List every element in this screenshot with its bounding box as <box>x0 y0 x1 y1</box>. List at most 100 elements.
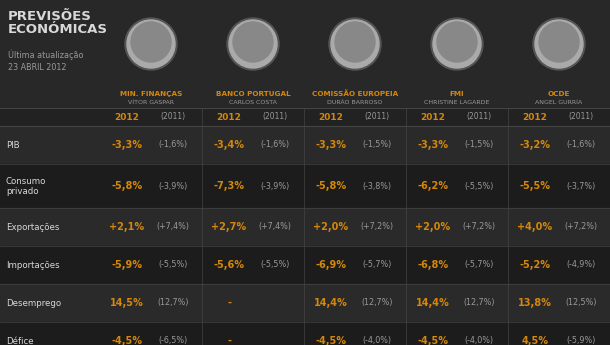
Text: -5,6%: -5,6% <box>214 260 245 270</box>
Text: (-4,9%): (-4,9%) <box>566 260 595 269</box>
Text: PREVISÕES: PREVISÕES <box>8 10 92 23</box>
Text: (-4,0%): (-4,0%) <box>464 336 493 345</box>
Circle shape <box>227 18 279 70</box>
Text: 2012: 2012 <box>420 112 445 121</box>
Text: (2011): (2011) <box>569 112 594 121</box>
Text: (-3,8%): (-3,8%) <box>362 181 392 190</box>
Bar <box>0 322 610 345</box>
Text: -5,9%: -5,9% <box>112 260 143 270</box>
Bar <box>0 208 610 246</box>
Text: (-5,5%): (-5,5%) <box>464 181 493 190</box>
Text: Última atualização
23 ABRIL 2012: Última atualização 23 ABRIL 2012 <box>8 49 84 72</box>
Text: (-3,9%): (-3,9%) <box>260 181 290 190</box>
Circle shape <box>533 18 585 70</box>
Text: -3,4%: -3,4% <box>214 140 245 150</box>
Text: Desemprego: Desemprego <box>6 298 61 307</box>
Text: -6,9%: -6,9% <box>315 260 346 270</box>
Text: VÍTOR GASPAR: VÍTOR GASPAR <box>128 100 174 106</box>
Text: ANGEL GURRÍA: ANGEL GURRÍA <box>536 100 583 106</box>
Text: (-1,6%): (-1,6%) <box>260 140 290 149</box>
Text: OCDE: OCDE <box>548 91 570 97</box>
Text: 13,8%: 13,8% <box>518 298 552 308</box>
Text: COMISSÃO EUROPEIA: COMISSÃO EUROPEIA <box>312 90 398 98</box>
Text: Exportações: Exportações <box>6 223 59 231</box>
Text: (2011): (2011) <box>262 112 287 121</box>
Text: CARLOS COSTA: CARLOS COSTA <box>229 100 277 106</box>
Bar <box>0 284 610 322</box>
Circle shape <box>331 20 379 68</box>
Bar <box>0 0 610 108</box>
Text: -3,3%: -3,3% <box>112 140 143 150</box>
Text: -6,8%: -6,8% <box>417 260 448 270</box>
Text: (-3,9%): (-3,9%) <box>159 181 188 190</box>
Text: FMI: FMI <box>450 91 464 97</box>
Text: (-6,5%): (-6,5%) <box>159 336 188 345</box>
Circle shape <box>433 20 481 68</box>
Text: (+7,4%): (+7,4%) <box>259 223 292 231</box>
Text: -6,2%: -6,2% <box>417 181 448 191</box>
Text: -3,3%: -3,3% <box>417 140 448 150</box>
Text: (-3,7%): (-3,7%) <box>566 181 595 190</box>
Text: Consumo: Consumo <box>6 177 46 186</box>
Text: -: - <box>227 298 231 308</box>
Text: 2012: 2012 <box>115 112 140 121</box>
Text: (-5,5%): (-5,5%) <box>159 260 188 269</box>
Text: +2,0%: +2,0% <box>415 222 451 232</box>
Text: (2011): (2011) <box>364 112 390 121</box>
Text: (12,7%): (12,7%) <box>361 298 393 307</box>
Text: 4,5%: 4,5% <box>522 336 548 345</box>
Text: ECONÓMICAS: ECONÓMICAS <box>8 23 108 36</box>
Text: Défice: Défice <box>6 336 34 345</box>
Text: DURÃO BARROSO: DURÃO BARROSO <box>328 100 382 106</box>
Text: (12,7%): (12,7%) <box>157 298 188 307</box>
Circle shape <box>229 20 277 68</box>
Text: -4,5%: -4,5% <box>315 336 346 345</box>
Text: (+7,2%): (+7,2%) <box>564 223 598 231</box>
Text: -5,2%: -5,2% <box>520 260 550 270</box>
Circle shape <box>127 20 175 68</box>
Text: (-1,6%): (-1,6%) <box>567 140 595 149</box>
Text: -3,3%: -3,3% <box>315 140 346 150</box>
Text: 2012: 2012 <box>523 112 547 121</box>
Text: BANCO PORTUGAL: BANCO PORTUGAL <box>216 91 290 97</box>
Text: (2011): (2011) <box>467 112 492 121</box>
Text: (-5,7%): (-5,7%) <box>362 260 392 269</box>
Circle shape <box>335 22 375 62</box>
Text: -7,3%: -7,3% <box>214 181 245 191</box>
Circle shape <box>431 18 483 70</box>
Text: (2011): (2011) <box>160 112 185 121</box>
Bar <box>0 164 610 208</box>
Text: (-1,5%): (-1,5%) <box>362 140 392 149</box>
Text: +2,0%: +2,0% <box>314 222 348 232</box>
Text: privado: privado <box>6 187 38 196</box>
Text: 14,4%: 14,4% <box>314 298 348 308</box>
Text: -5,8%: -5,8% <box>315 181 346 191</box>
Circle shape <box>535 20 583 68</box>
Text: +2,7%: +2,7% <box>212 222 246 232</box>
Text: PIB: PIB <box>6 140 20 149</box>
Text: Importações: Importações <box>6 260 60 269</box>
Text: (+7,2%): (+7,2%) <box>361 223 393 231</box>
Bar <box>0 108 610 126</box>
Circle shape <box>131 22 171 62</box>
Circle shape <box>125 18 177 70</box>
Text: +4,0%: +4,0% <box>517 222 553 232</box>
Text: (-5,5%): (-5,5%) <box>260 260 290 269</box>
Text: (+7,2%): (+7,2%) <box>462 223 495 231</box>
Text: -5,5%: -5,5% <box>520 181 550 191</box>
Text: 14,5%: 14,5% <box>110 298 144 308</box>
Text: -5,8%: -5,8% <box>112 181 143 191</box>
Text: (-5,7%): (-5,7%) <box>464 260 493 269</box>
Text: CHRISTINE LAGARDE: CHRISTINE LAGARDE <box>425 100 490 106</box>
Text: -4,5%: -4,5% <box>112 336 143 345</box>
Circle shape <box>437 22 477 62</box>
Text: 2012: 2012 <box>217 112 242 121</box>
Bar <box>0 126 610 164</box>
Text: (12,7%): (12,7%) <box>463 298 495 307</box>
Text: (-4,0%): (-4,0%) <box>362 336 392 345</box>
Text: -3,2%: -3,2% <box>520 140 550 150</box>
Text: +2,1%: +2,1% <box>109 222 145 232</box>
Text: (-1,5%): (-1,5%) <box>464 140 493 149</box>
Circle shape <box>233 22 273 62</box>
Text: (-5,9%): (-5,9%) <box>566 336 596 345</box>
